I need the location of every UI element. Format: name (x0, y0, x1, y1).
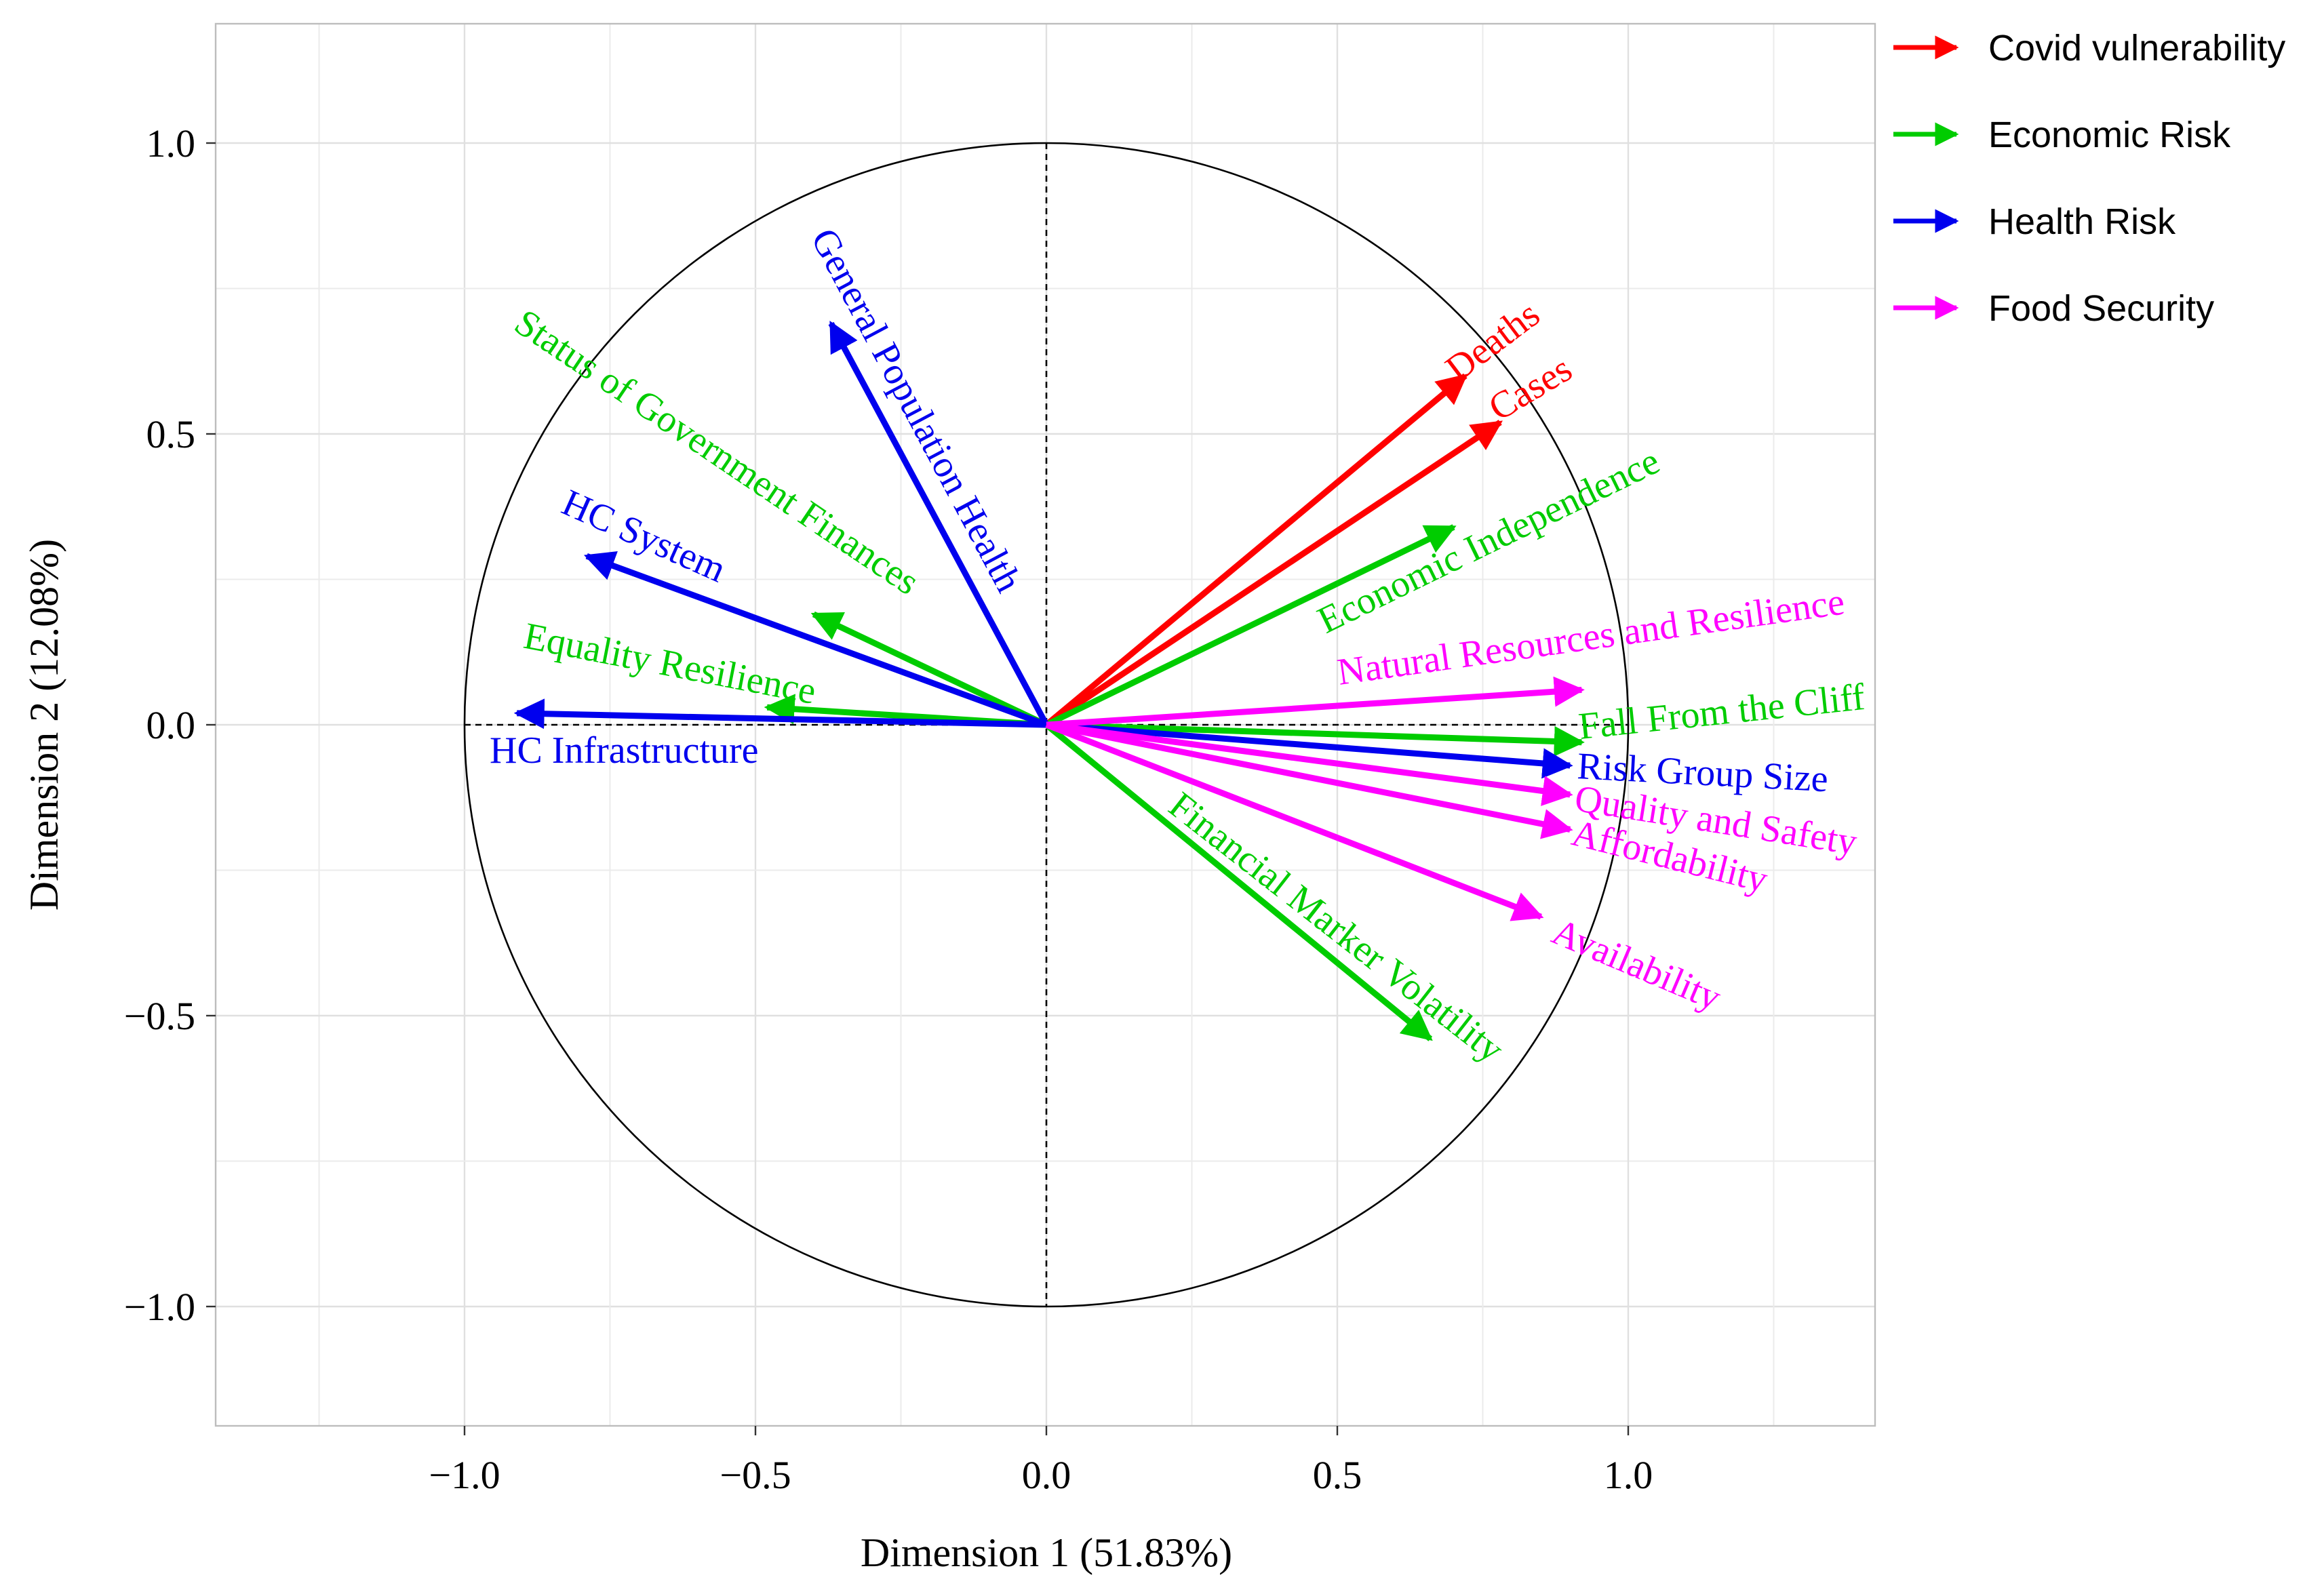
legend-item-health-risk: Health Risk (1893, 201, 2176, 242)
x-tick-label: −0.5 (720, 1453, 791, 1497)
arrow-status-of-government-finances (810, 611, 1048, 728)
legend-label: Economic Risk (1988, 115, 2231, 155)
x-tick-label: 1.0 (1604, 1453, 1653, 1497)
y-tick-label: 0.5 (146, 412, 196, 456)
arrow-availability (1045, 721, 1544, 921)
arrow-financial-marker-volatility (1044, 722, 1433, 1041)
x-tick-label: −1.0 (429, 1453, 500, 1497)
arrow-hc-system (583, 551, 1048, 728)
label-economic-independence: Economic Independence (1312, 440, 1666, 642)
y-tick-label: 0.0 (146, 703, 196, 747)
label-hc-infrastructure: HC Infrastructure (490, 730, 759, 772)
label-financial-marker-volatility: Financial Marker Volatility (1161, 784, 1512, 1071)
arrow-economic-independence (1045, 524, 1457, 728)
legend-label: Covid vulnerability (1988, 28, 2285, 68)
arrow-cases (1044, 420, 1503, 728)
arrow-deaths (1044, 373, 1468, 728)
y-tick-label: −0.5 (124, 994, 195, 1038)
x-axis-title: Dimension 1 (51.83%) (861, 1530, 1232, 1575)
legend-item-food-security: Food Security (1893, 288, 2214, 329)
label-fall-from-the-cliff: Fall From the Cliff (1577, 676, 1867, 748)
legend: Covid vulnerability Economic Risk Health R… (1893, 28, 2285, 329)
variable-arrows (513, 321, 1585, 1041)
legend-label: Food Security (1988, 288, 2214, 329)
arrow-general-population-health (828, 321, 1049, 727)
arrow-risk-group-size (1046, 721, 1573, 779)
y-tick-label: 1.0 (146, 121, 196, 165)
legend-label: Health Risk (1988, 201, 2176, 242)
x-tick-label: 0.5 (1313, 1453, 1362, 1497)
y-axis-title: Dimension 2 (12.08%) (22, 539, 66, 911)
legend-item-economic-risk: Economic Risk (1893, 115, 2231, 155)
x-tick-label: 0.0 (1022, 1453, 1071, 1497)
y-tick-label: −1.0 (124, 1285, 195, 1329)
arrow-quality-and-safety (1046, 721, 1573, 806)
arrow-natural-resources-and-resilience (1046, 676, 1585, 728)
arrow-hc-infrastructure (513, 698, 1047, 730)
arrow-fall-from-the-cliff (1046, 721, 1585, 757)
label-availability: Availability (1546, 911, 1727, 1019)
legend-item-covid-vulnerability: Covid vulnerability (1893, 28, 2285, 68)
reference-lines (465, 143, 1628, 1307)
axis-ticks: −1.0 −0.5 0.0 0.5 1.0 −1.0 −0.5 0.0 0.5 1.0 (124, 121, 1653, 1497)
arrow-affordability (1046, 721, 1573, 839)
label-equality-resilience: Equality Resilience (521, 615, 820, 713)
